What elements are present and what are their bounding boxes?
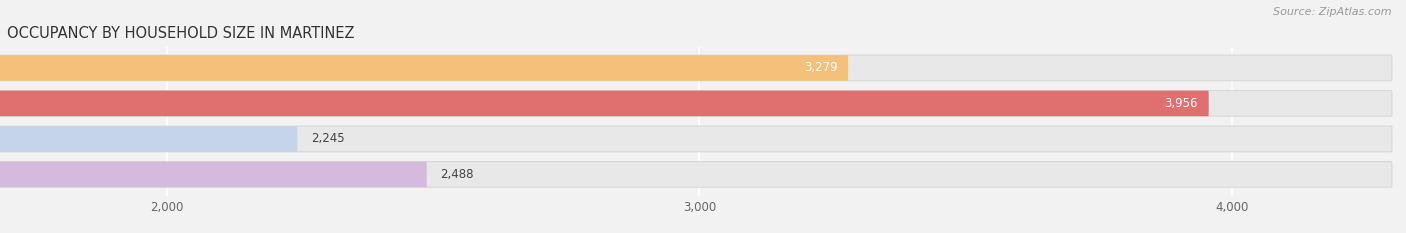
FancyBboxPatch shape — [0, 162, 1392, 187]
Text: 3,956: 3,956 — [1164, 97, 1198, 110]
FancyBboxPatch shape — [0, 55, 848, 81]
FancyBboxPatch shape — [0, 91, 1392, 116]
FancyBboxPatch shape — [0, 162, 427, 187]
Text: OCCUPANCY BY HOUSEHOLD SIZE IN MARTINEZ: OCCUPANCY BY HOUSEHOLD SIZE IN MARTINEZ — [7, 26, 354, 41]
FancyBboxPatch shape — [0, 126, 1392, 152]
Text: 3,279: 3,279 — [804, 62, 838, 74]
FancyBboxPatch shape — [0, 126, 297, 152]
FancyBboxPatch shape — [0, 55, 1392, 81]
Text: 2,245: 2,245 — [311, 132, 344, 145]
Text: Source: ZipAtlas.com: Source: ZipAtlas.com — [1274, 7, 1392, 17]
Text: 2,488: 2,488 — [440, 168, 474, 181]
FancyBboxPatch shape — [0, 91, 1209, 116]
